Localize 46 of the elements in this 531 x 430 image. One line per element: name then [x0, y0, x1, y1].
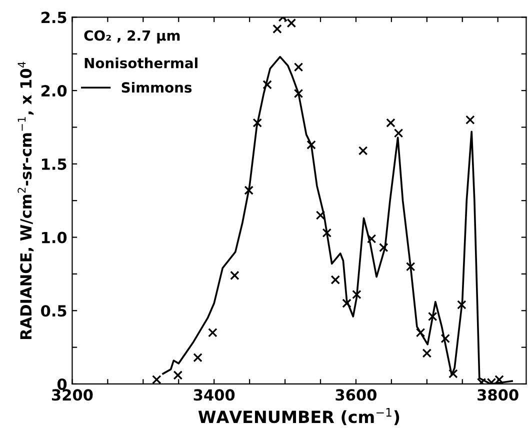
point	[286, 18, 296, 28]
x-tick-label: 3600	[336, 389, 376, 401]
point	[394, 128, 404, 138]
point	[322, 228, 332, 238]
point	[252, 118, 262, 128]
point	[152, 374, 162, 384]
point	[306, 140, 316, 150]
y-tick-label: 0	[57, 378, 67, 390]
point	[466, 115, 475, 125]
point	[244, 186, 254, 195]
y-tick-label: 1.0	[42, 232, 67, 244]
point	[342, 298, 352, 308]
point	[422, 348, 432, 358]
point	[316, 210, 326, 220]
point	[358, 146, 368, 156]
point	[272, 24, 282, 34]
point	[386, 118, 396, 128]
point	[294, 62, 304, 72]
point	[440, 334, 450, 344]
y-tick-label: 2.5	[42, 12, 66, 24]
point	[366, 234, 376, 244]
point	[294, 88, 304, 98]
point	[330, 275, 340, 284]
point	[173, 370, 183, 380]
y-tick-label: 1.5	[42, 158, 66, 170]
point	[406, 262, 416, 272]
point	[208, 328, 218, 338]
y-tick-label: 0.5	[41, 305, 66, 317]
point	[352, 290, 362, 300]
point	[457, 300, 466, 310]
point	[262, 80, 272, 90]
y-axis-title: RADIANCE, W/cm$^{2}$-sr-cm$^{−1}$, x 10$^{4}$	[18, 62, 34, 340]
legend-label: Simmons	[122, 82, 192, 93]
point	[193, 352, 202, 362]
x-tick-label: 3800	[478, 389, 518, 401]
annotation: CO₂ , 2.7 μm	[84, 30, 180, 44]
annotation: Nonisothermal	[84, 58, 198, 68]
x-axis-title: WAVENUMBER (cm$^{−1}$)	[198, 408, 400, 426]
x-tick-label: 3400	[194, 389, 235, 401]
point	[378, 242, 388, 252]
point	[416, 328, 426, 338]
x-tick-label: 3200	[52, 389, 93, 401]
point	[230, 270, 240, 280]
point	[428, 312, 438, 322]
y-tick-label: 2.0	[42, 85, 67, 97]
point	[448, 369, 458, 378]
